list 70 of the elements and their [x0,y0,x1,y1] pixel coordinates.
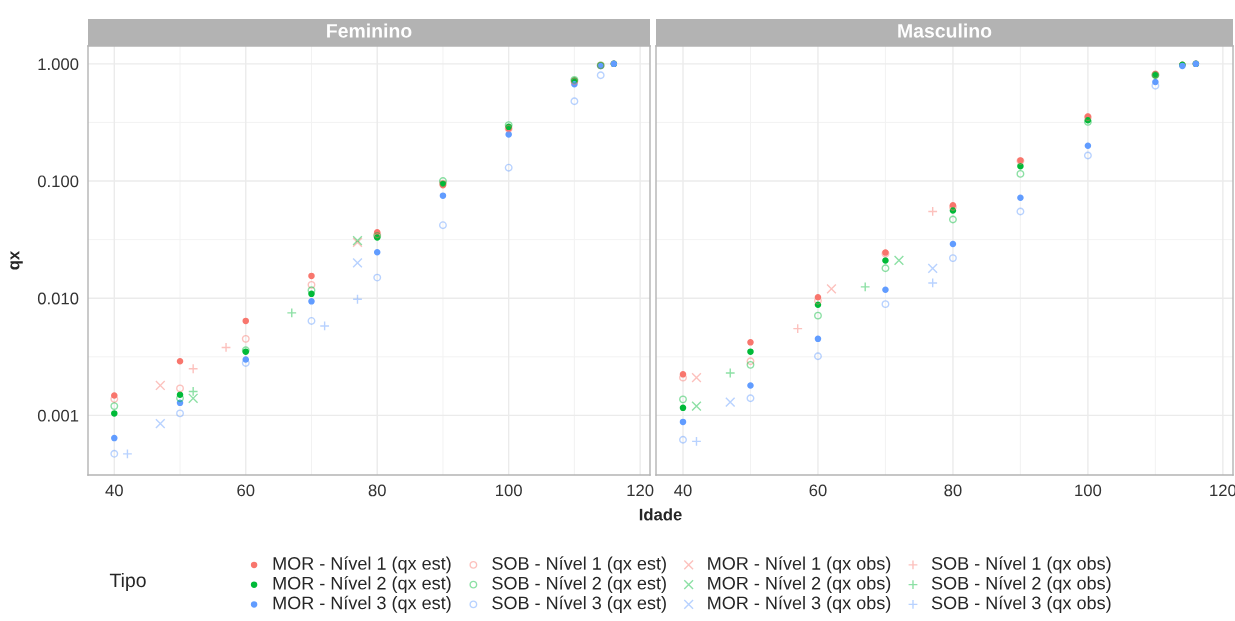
point [176,391,184,399]
point [679,404,687,412]
point [882,286,889,294]
point [242,317,250,325]
point [439,192,447,199]
point [1017,194,1024,201]
point [111,434,118,442]
x-tick-label: 100 [496,484,522,497]
point [1084,142,1092,150]
chart-title: Masculino [898,23,992,38]
point [1152,78,1159,86]
x-tick-label: 60 [237,484,255,497]
point [286,307,297,318]
y-tick-label: 0.001 [37,409,79,422]
point [308,272,315,280]
legend-label: SOB - Nível 2 (qx est) [492,576,666,594]
point [949,207,957,214]
legend-label: SOB - Nível 3 (qx obs) [931,595,1111,613]
chart-title: Feminino [327,23,412,38]
point [188,386,199,397]
y-tick-label: 1.000 [38,58,79,71]
point [860,281,871,292]
point [814,335,822,343]
point [220,342,232,353]
point [679,418,687,426]
point [319,320,330,332]
point [814,301,822,308]
legend-label: MOR - Nível 1 (qx obs) [708,556,891,574]
point [1017,162,1024,170]
y-tick-label: 0.100 [37,175,79,188]
legend-label: SOB - Nível 1 (qx obs) [931,556,1111,574]
legend-label: MOR - Nível 3 (qx est) [273,595,451,613]
point [747,339,754,346]
x-axis-title: Idade [639,508,682,521]
point [725,367,736,379]
legend-label: SOB - Nível 3 (qx est) [492,595,666,613]
point [111,410,118,417]
point [747,382,754,389]
legend-label: MOR - Nível 2 (qx obs) [708,576,891,594]
point [176,357,184,365]
point [242,356,250,363]
x-tick-label: 40 [674,484,692,497]
point [882,257,889,264]
point [176,399,184,407]
y-axis-title: qx [10,250,23,270]
legend-label: MOR - Nível 1 (qx est) [273,556,451,574]
x-tick-label: 60 [809,484,827,497]
x-tick-label: 120 [627,484,654,497]
x-tick-label: 100 [1075,484,1102,497]
point [505,131,512,138]
point [111,392,118,399]
point [814,293,822,301]
legend-label: MOR - Nível 3 (qx obs) [708,595,891,613]
legend-title: Tipo [109,572,146,592]
x-tick-label: 80 [368,484,386,497]
legend-label: SOB - Nível 1 (qx est) [492,556,666,574]
point [122,448,133,459]
point [927,277,938,289]
y-tick-label: 0.010 [37,292,79,305]
point [747,348,754,355]
point [188,363,199,374]
point [679,371,687,378]
legend-label: MOR - Nível 2 (qx est) [273,576,451,594]
point [949,240,957,248]
point [308,298,315,305]
legend-label: SOB - Nível 2 (qx obs) [931,576,1111,594]
x-tick-label: 40 [105,484,123,497]
point [373,248,381,256]
x-tick-label: 80 [944,484,962,497]
point [308,290,315,298]
